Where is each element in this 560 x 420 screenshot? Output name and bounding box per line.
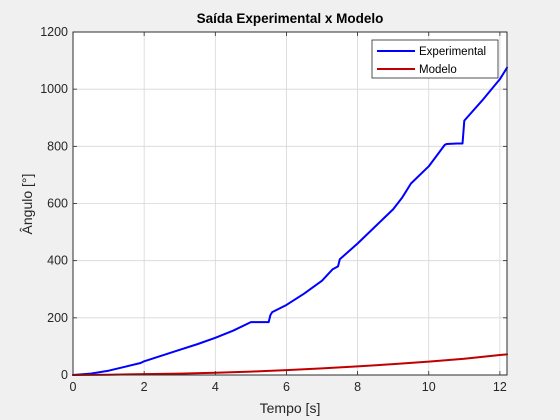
y-tick-label: 800 <box>47 139 68 153</box>
x-tick-label: 6 <box>283 380 290 394</box>
x-tick-label: 10 <box>422 380 436 394</box>
y-tick-label: 1200 <box>40 25 68 39</box>
grid <box>73 32 507 375</box>
series-group <box>72 66 508 376</box>
y-tick-label: 400 <box>47 254 68 268</box>
x-tick-label: 0 <box>70 380 77 394</box>
legend: Experimental Modelo <box>371 39 499 79</box>
legend-label-experimental: Experimental <box>419 46 486 58</box>
y-axis-label: Ângulo [°] <box>19 174 35 235</box>
y-tick-label: 0 <box>61 368 68 382</box>
x-axis-label: Tempo [s] <box>260 400 321 416</box>
chart-title: Saída Experimental x Modelo <box>197 11 384 26</box>
ticks: 0 2 4 6 8 10 12 0 200 400 600 800 1000 1200 <box>40 25 507 394</box>
x-tick-label: 2 <box>141 380 148 394</box>
x-tick-label: 4 <box>212 380 219 394</box>
x-tick-label: 8 <box>354 380 361 394</box>
legend-label-modelo: Modelo <box>419 64 457 76</box>
series-line-modelo <box>72 353 508 376</box>
y-tick-label: 1000 <box>40 82 68 96</box>
legend-box <box>371 39 499 79</box>
y-tick-label: 200 <box>47 311 68 325</box>
series-line-experimental <box>72 66 508 376</box>
x-tick-label: 12 <box>493 380 507 394</box>
y-tick-label: 600 <box>47 197 68 211</box>
